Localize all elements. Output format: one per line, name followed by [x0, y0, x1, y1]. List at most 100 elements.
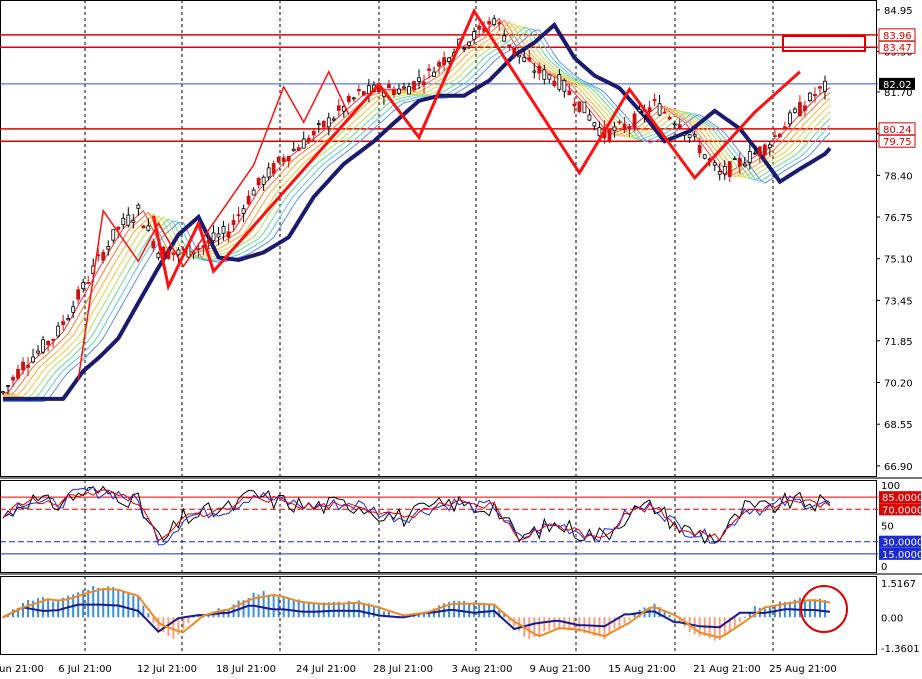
x-tick-label-7: 9 Aug 21:00 — [529, 664, 590, 675]
macd-bar-246 — [618, 617, 621, 628]
candle-body-132 — [331, 118, 336, 121]
candle-body-206 — [517, 54, 522, 58]
candle-body-310 — [777, 133, 782, 137]
candle-body-270 — [677, 124, 682, 129]
candle-body-58 — [146, 225, 151, 231]
ma-ribbon-3 — [3, 23, 831, 397]
candle-body-230 — [577, 101, 582, 112]
macd-bar-44 — [112, 587, 115, 618]
candle-body-286 — [717, 171, 722, 175]
zigzag-minor — [77, 69, 350, 381]
price-tag-box-2 — [879, 77, 915, 90]
candle-body-92 — [231, 220, 236, 225]
ma-ribbon-2 — [3, 21, 831, 396]
candle-body-168 — [422, 81, 426, 86]
candle-body-6 — [16, 368, 20, 379]
candle-body-16 — [41, 339, 45, 353]
osc-tick-2: 0 — [881, 562, 887, 573]
candle-body-100 — [251, 189, 256, 196]
macd-bar-294 — [738, 617, 741, 623]
price-tag-4: 79.75 — [883, 137, 912, 148]
macd-bar-320 — [803, 599, 806, 618]
candle-body-290 — [727, 161, 732, 177]
candle-body-106 — [266, 167, 271, 178]
candle-body-194 — [487, 20, 492, 25]
axes: 84.9583.3081.7080.0578.4076.7575.1073.45… — [0, 6, 922, 675]
x-tick-label-4: 24 Jul 21:00 — [296, 664, 356, 675]
candle-body-44 — [111, 229, 116, 241]
macd-bar-152 — [382, 611, 385, 618]
macd-bar-106 — [267, 594, 270, 618]
candle-body-178 — [447, 57, 451, 62]
candle-body-2 — [6, 385, 10, 387]
macd-bar-110 — [277, 597, 280, 618]
macd-bar-16 — [42, 597, 45, 618]
macd-bar-242 — [608, 617, 611, 633]
candle-body-88 — [221, 226, 226, 234]
candle-body-260 — [652, 99, 657, 102]
candle-body-218 — [547, 74, 552, 80]
candle-body-142 — [356, 89, 361, 92]
macd-bar-70 — [177, 617, 180, 635]
candle-body-14 — [36, 350, 40, 354]
x-tick-label-9: 21 Aug 21:00 — [693, 664, 760, 675]
candle-body-154 — [387, 84, 391, 89]
candle-body-214 — [537, 65, 542, 74]
ma-main — [3, 21, 832, 401]
candle-body-200 — [502, 35, 507, 42]
macd-bar-316 — [793, 599, 796, 618]
macd-bar-122 — [307, 603, 310, 618]
candle-body-116 — [291, 148, 296, 152]
macd-bar-104 — [262, 590, 265, 618]
oscillator-series — [0, 485, 878, 555]
macd-bar-326 — [818, 598, 821, 618]
price-tick-label-5: 76.75 — [884, 213, 913, 224]
candle-body-212 — [532, 70, 537, 73]
candle-body-266 — [667, 116, 672, 120]
osc-level-label-2: 30.0000 — [882, 538, 922, 549]
macd-bar-98 — [247, 598, 250, 618]
candle-body-130 — [326, 117, 331, 128]
macd-bar-6 — [17, 607, 20, 618]
macd-bar-118 — [297, 599, 300, 618]
macd-bar-138 — [347, 600, 350, 618]
candle-body-20 — [51, 338, 56, 341]
macd-bar-54 — [137, 597, 140, 618]
candle-body-78 — [196, 248, 201, 250]
osc-level-label-3: 15.0000 — [882, 550, 922, 561]
candle-body-160 — [402, 86, 406, 89]
candle-body-234 — [587, 114, 592, 121]
macd-bar-290 — [728, 617, 731, 631]
macd-bar-262 — [658, 607, 661, 618]
candle-body-102 — [256, 177, 261, 186]
candle-body-34 — [86, 282, 91, 284]
candle-body-70 — [176, 249, 181, 255]
price-tag-box-1 — [878, 40, 916, 54]
price-tick-label-10: 68.55 — [884, 420, 913, 431]
price-tick-label-8: 71.85 — [884, 337, 913, 348]
macd-bar-96 — [242, 600, 245, 618]
macd-bar-296 — [743, 616, 746, 618]
macd-bar-116 — [292, 600, 295, 618]
macd-bar-318 — [798, 597, 801, 618]
macd-bar-324 — [813, 599, 816, 618]
macd-bar-184 — [463, 601, 466, 618]
macd-bar-264 — [663, 612, 666, 618]
price-tick-label-9: 70.20 — [884, 379, 913, 390]
candle-body-320 — [803, 105, 807, 111]
candle-body-118 — [296, 147, 301, 151]
candle-body-128 — [321, 120, 326, 128]
candle-body-226 — [567, 90, 572, 95]
macd-bar-250 — [628, 617, 631, 621]
macd-bar-148 — [372, 606, 375, 618]
price-pane — [0, 0, 877, 477]
macd-bar-132 — [332, 601, 335, 618]
candle-body-274 — [687, 134, 692, 138]
price-tag-2: 82.02 — [883, 80, 912, 91]
macd-bar-128 — [322, 602, 325, 618]
macd-bar-270 — [678, 617, 681, 622]
candle-body-314 — [788, 112, 792, 125]
macd-bar-214 — [538, 617, 541, 636]
candle-body-42 — [106, 246, 111, 250]
